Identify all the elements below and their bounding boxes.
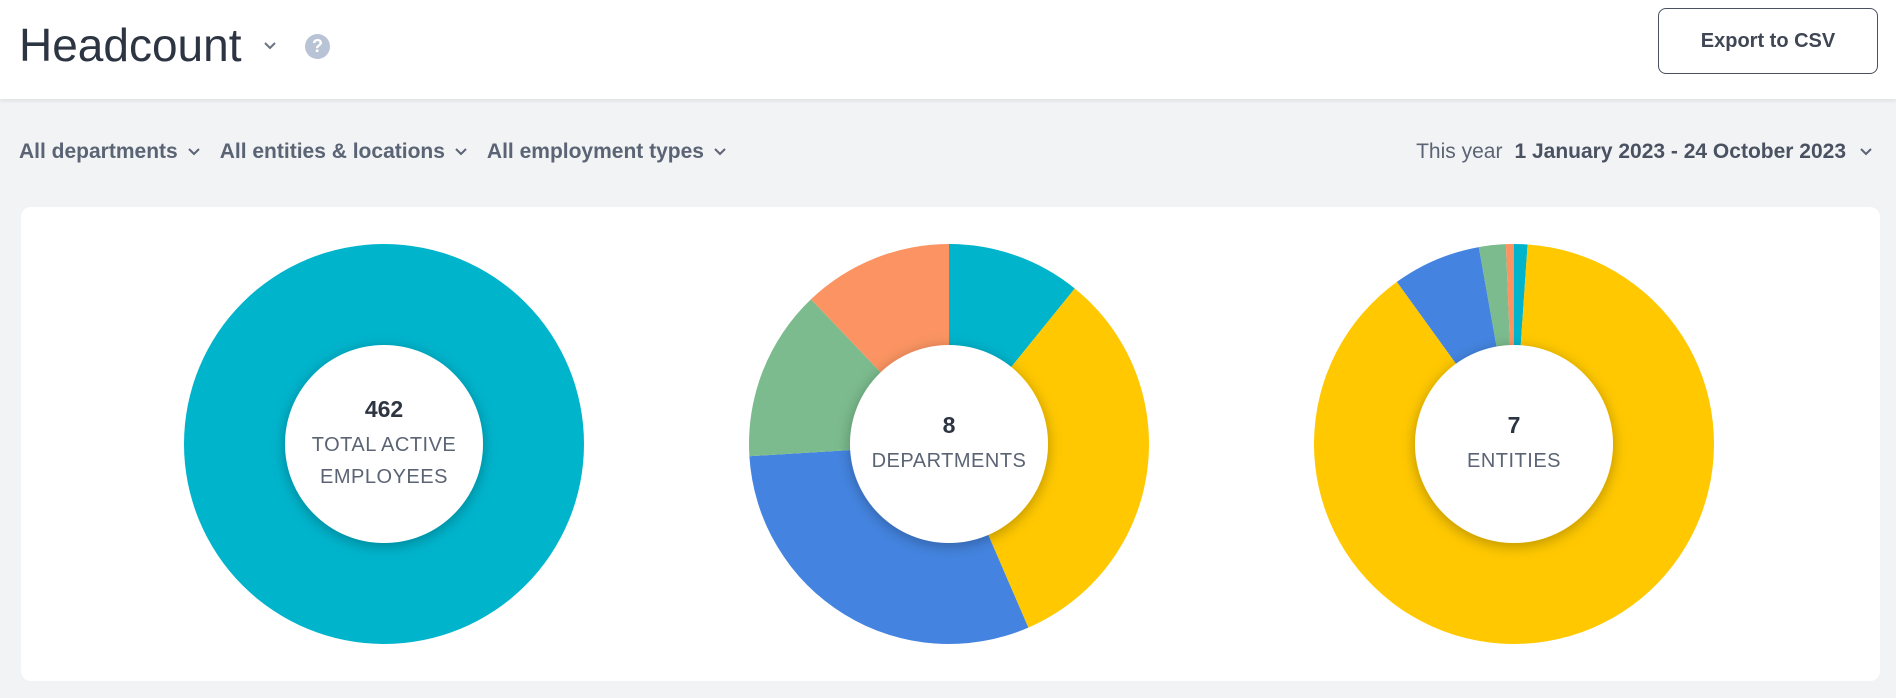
donut-chart: 462 TOTAL ACTIVE EMPLOYEES xyxy=(174,234,594,654)
period-label: This year xyxy=(1416,140,1503,163)
chevron xyxy=(455,148,467,156)
period-range: 1 January 2023 - 24 October 2023 xyxy=(1514,140,1846,163)
header: Headcount ? Export to CSV xyxy=(0,0,1896,99)
chevron xyxy=(187,148,200,156)
title-dropdown[interactable] xyxy=(262,40,278,52)
donut-center: 7 ENTITIES xyxy=(1414,344,1614,544)
center-label: DEPARTMENTS xyxy=(871,449,1027,472)
filter-label: All employment types xyxy=(486,140,704,163)
donut-svg xyxy=(1314,244,1714,644)
donut-chart: 7 ENTITIES xyxy=(1304,234,1724,654)
center-label: ENTITIES xyxy=(1466,449,1561,472)
donut-svg xyxy=(749,244,1149,644)
donut-hole xyxy=(850,345,1048,543)
donut-hole xyxy=(1415,345,1613,543)
donut-center: 8 DEPARTMENTS xyxy=(849,344,1049,544)
chevron xyxy=(1860,148,1872,156)
filter-dropdown[interactable]: All departments xyxy=(19,140,202,164)
center-value: 8 xyxy=(942,411,956,438)
donut-segment xyxy=(949,288,1149,628)
period-selector[interactable]: This year 1 January 2023 - 24 October 20… xyxy=(1416,140,1874,164)
export-button[interactable]: Export to CSV xyxy=(1658,8,1878,74)
filter-dropdown[interactable]: All entities & locations xyxy=(220,140,469,164)
help-icon[interactable]: ? xyxy=(305,34,330,59)
filter-dropdown[interactable]: All employment types xyxy=(487,140,728,164)
page-title: Headcount xyxy=(19,19,242,71)
center-label: TOTAL ACTIVE EMPLOYEES xyxy=(311,433,457,488)
filters: All departments All entities & locations A… xyxy=(19,140,728,164)
center-value: 462 xyxy=(364,395,404,422)
charts-card: 462 TOTAL ACTIVE EMPLOYEES 8 DEPARTMENTS 7 EN… xyxy=(21,207,1880,681)
filter-label: All entities & locations xyxy=(219,140,445,163)
donut-svg xyxy=(184,244,584,644)
donut-chart: 8 DEPARTMENTS xyxy=(739,234,1159,654)
donut-center: 462 TOTAL ACTIVE EMPLOYEES xyxy=(284,344,484,544)
filter-label: All departments xyxy=(19,140,178,163)
center-value: 7 xyxy=(1507,411,1521,438)
chevron xyxy=(714,148,726,156)
donut-hole xyxy=(285,345,483,543)
